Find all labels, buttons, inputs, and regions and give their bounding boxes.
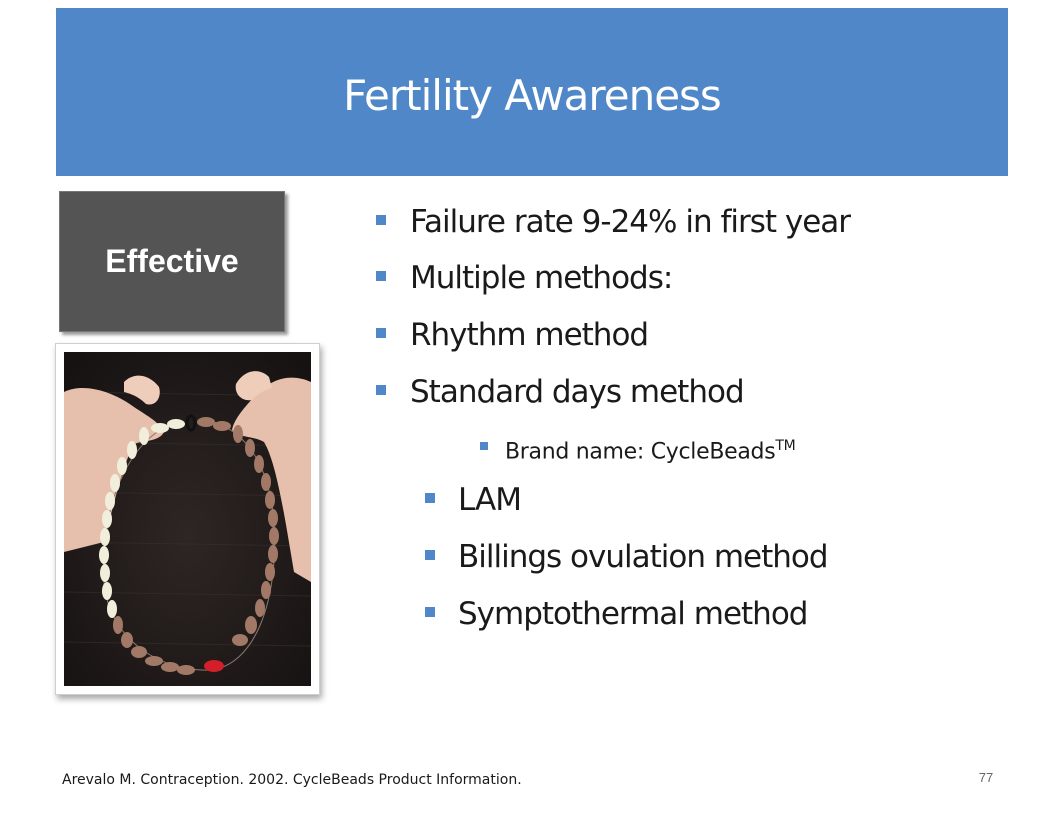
- bullet-failure-rate: Failure rate 9-24% in first year: [410, 204, 851, 240]
- bullet-standard-days: Standard days method: [410, 374, 745, 410]
- title-bar: Fertility Awareness: [56, 8, 1008, 176]
- bullet-lam: LAM: [458, 482, 522, 518]
- slide-title: Fertility Awareness: [343, 71, 722, 120]
- footer-citation: Arevalo M. Contraception. 2002. CycleBea…: [62, 772, 522, 788]
- bullet-symptothermal: Symptothermal method: [458, 596, 808, 632]
- bullet-billings: Billings ovulation method: [458, 539, 829, 575]
- effective-label-box: Effective: [59, 191, 285, 332]
- square-bullet-icon: [425, 550, 435, 560]
- brand-name-text: Brand name: CycleBeads: [505, 439, 776, 465]
- bullet-brand-name: Brand name: CycleBeadsTM: [505, 432, 796, 466]
- square-bullet-icon: [376, 328, 386, 338]
- trademark-mark: TM: [775, 438, 796, 454]
- bullet-rhythm-method: Rhythm method: [410, 317, 649, 353]
- square-bullet-icon: [425, 493, 435, 503]
- square-bullet-icon: [376, 385, 386, 395]
- effective-label: Effective: [105, 243, 239, 279]
- square-bullet-icon: [425, 607, 435, 617]
- bullet-multiple-methods: Multiple methods:: [410, 260, 673, 296]
- square-bullet-icon: [480, 442, 488, 450]
- cyclebeads-photo-frame: [55, 343, 320, 695]
- page-number: 77: [978, 770, 994, 785]
- square-bullet-icon: [376, 271, 386, 281]
- square-bullet-icon: [376, 215, 386, 225]
- cyclebeads-photo: [64, 352, 311, 686]
